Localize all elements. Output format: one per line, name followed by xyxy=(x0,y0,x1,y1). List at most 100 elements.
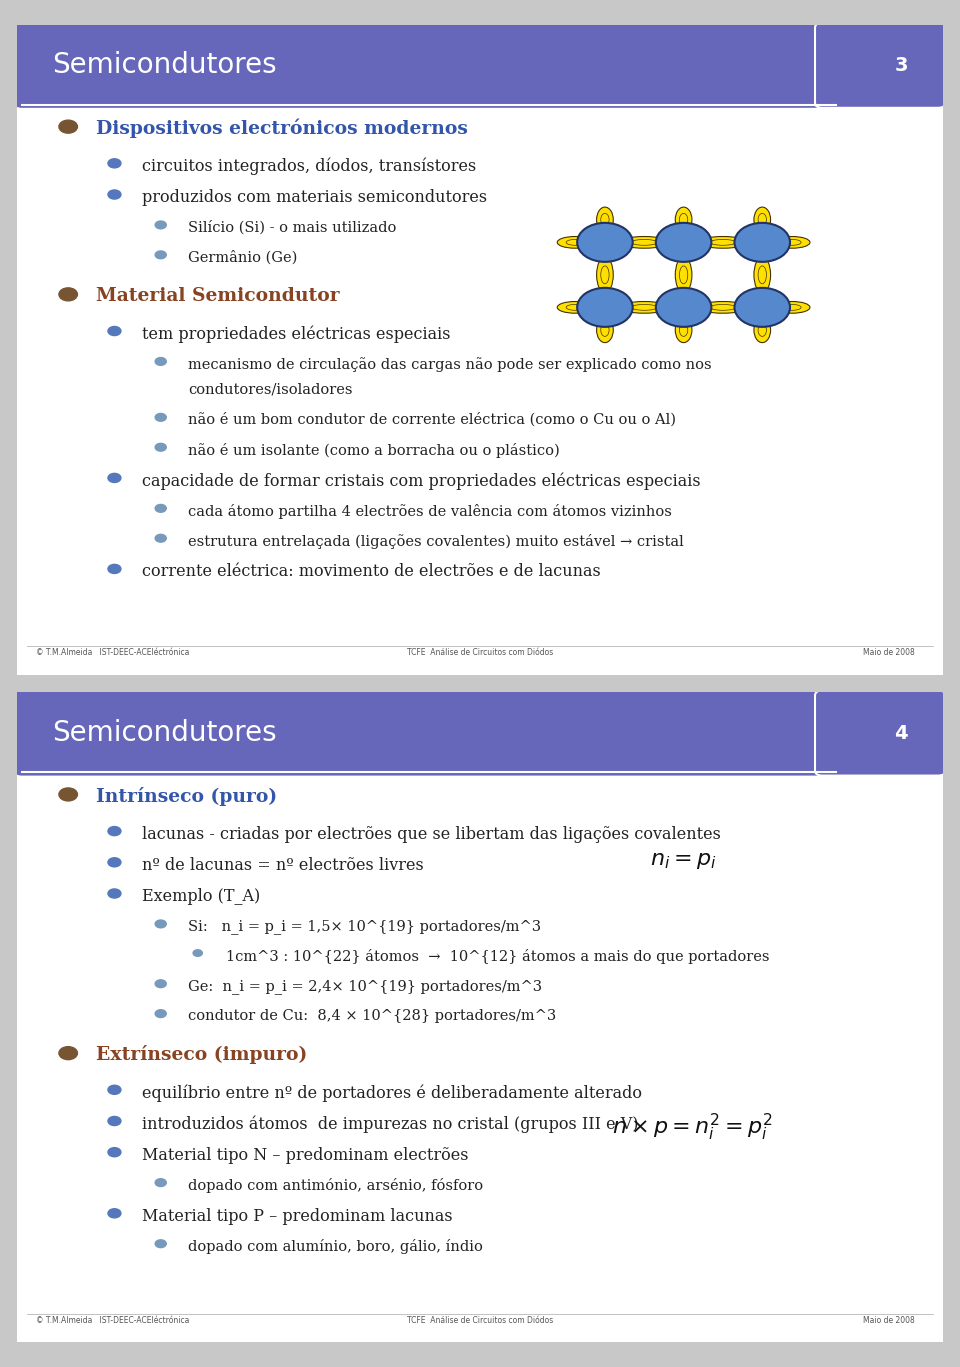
Ellipse shape xyxy=(758,267,766,284)
Text: Material Semicondutor: Material Semicondutor xyxy=(96,287,340,305)
Ellipse shape xyxy=(775,236,810,249)
Ellipse shape xyxy=(596,317,613,343)
Circle shape xyxy=(59,1047,78,1059)
Circle shape xyxy=(577,223,633,262)
Circle shape xyxy=(108,473,121,483)
Ellipse shape xyxy=(754,257,771,293)
Text: mecanismo de circulação das cargas não pode ser explicado como nos: mecanismo de circulação das cargas não p… xyxy=(188,357,712,372)
Text: Extrínseco (impuro): Extrínseco (impuro) xyxy=(96,1046,307,1065)
Ellipse shape xyxy=(566,239,584,245)
Ellipse shape xyxy=(710,305,735,310)
Text: Maio de 2008: Maio de 2008 xyxy=(863,648,915,658)
Text: Si:   n_i = p_i = 1,5× 10^{19} portadores/m^3: Si: n_i = p_i = 1,5× 10^{19} portadores/… xyxy=(188,919,541,934)
FancyBboxPatch shape xyxy=(14,23,839,108)
Text: 1cm^3 : 10^{22} átomos  →  10^{12} átomos a mais do que portadores: 1cm^3 : 10^{22} átomos → 10^{12} átomos … xyxy=(226,949,769,964)
FancyBboxPatch shape xyxy=(14,690,839,775)
Text: Material tipo N – predominam electrões: Material tipo N – predominam electrões xyxy=(142,1147,468,1163)
Circle shape xyxy=(156,980,166,987)
Circle shape xyxy=(156,1178,166,1187)
Circle shape xyxy=(156,534,166,543)
Ellipse shape xyxy=(680,267,687,284)
Ellipse shape xyxy=(754,206,771,232)
Circle shape xyxy=(108,1117,121,1125)
Text: Intrínseco (puro): Intrínseco (puro) xyxy=(96,786,277,805)
Circle shape xyxy=(108,1148,121,1156)
Text: Exemplo (T_A): Exemplo (T_A) xyxy=(142,889,260,905)
Text: produzidos com materiais semicondutores: produzidos com materiais semicondutores xyxy=(142,189,488,206)
Text: Dispositivos electrónicos modernos: Dispositivos electrónicos modernos xyxy=(96,119,468,138)
Ellipse shape xyxy=(754,317,771,343)
Text: © T.M.Almeida   IST-DEEC-ACEléctrónica: © T.M.Almeida IST-DEEC-ACEléctrónica xyxy=(36,648,189,658)
Circle shape xyxy=(656,223,711,262)
Text: não é um bom condutor de corrente eléctrica (como o Cu ou o Al): não é um bom condutor de corrente eléctr… xyxy=(188,413,677,427)
Ellipse shape xyxy=(675,206,692,232)
Text: TCFE  Análise de Circuitos com Diódos: TCFE Análise de Circuitos com Diódos xyxy=(407,1316,553,1325)
Text: dopado com antimónio, arsénio, fósforo: dopado com antimónio, arsénio, fósforo xyxy=(188,1178,484,1193)
Text: © T.M.Almeida   IST-DEEC-ACEléctrónica: © T.M.Almeida IST-DEEC-ACEléctrónica xyxy=(36,1316,189,1325)
Ellipse shape xyxy=(557,236,593,249)
Text: Ge:  n_i = p_i = 2,4× 10^{19} portadores/m^3: Ge: n_i = p_i = 2,4× 10^{19} portadores/… xyxy=(188,979,542,994)
Text: equilíbrio entre nº de portadores é deliberadamente alterado: equilíbrio entre nº de portadores é deli… xyxy=(142,1084,642,1102)
Circle shape xyxy=(108,565,121,574)
Ellipse shape xyxy=(698,302,749,313)
FancyBboxPatch shape xyxy=(12,22,948,678)
FancyBboxPatch shape xyxy=(815,690,946,775)
Text: corrente eléctrica: movimento de electrões e de lacunas: corrente eléctrica: movimento de electrõ… xyxy=(142,563,601,581)
Ellipse shape xyxy=(675,317,692,343)
Ellipse shape xyxy=(632,305,657,310)
Ellipse shape xyxy=(680,213,687,226)
Ellipse shape xyxy=(680,324,687,336)
Text: 4: 4 xyxy=(895,723,908,742)
Text: Germânio (Ge): Germânio (Ge) xyxy=(188,250,298,264)
Circle shape xyxy=(734,288,790,327)
Circle shape xyxy=(656,288,711,327)
Circle shape xyxy=(59,120,78,133)
Circle shape xyxy=(193,950,203,957)
Circle shape xyxy=(156,504,166,513)
Text: condutor de Cu:  8,4 × 10^{28} portadores/m^3: condutor de Cu: 8,4 × 10^{28} portadores… xyxy=(188,1009,557,1023)
Circle shape xyxy=(59,787,78,801)
Text: Semicondutores: Semicondutores xyxy=(53,51,277,79)
Ellipse shape xyxy=(619,236,670,249)
Text: lacunas - criadas por electrões que se libertam das ligações covalentes: lacunas - criadas por electrões que se l… xyxy=(142,826,721,842)
Circle shape xyxy=(156,443,166,451)
Text: nº de lacunas = nº electrões livres: nº de lacunas = nº electrões livres xyxy=(142,857,424,874)
Text: condutores/isoladores: condutores/isoladores xyxy=(188,383,353,396)
Circle shape xyxy=(156,1010,166,1017)
Text: Silício (Si) - o mais utilizado: Silício (Si) - o mais utilizado xyxy=(188,220,396,235)
Ellipse shape xyxy=(675,257,692,293)
Circle shape xyxy=(108,1208,121,1218)
Text: estrutura entrelaçada (ligações covalentes) muito estável → cristal: estrutura entrelaçada (ligações covalent… xyxy=(188,533,684,548)
Text: não é um isolante (como a borracha ou o plástico): não é um isolante (como a borracha ou o … xyxy=(188,443,561,458)
Circle shape xyxy=(156,358,166,365)
Circle shape xyxy=(108,827,121,835)
Text: dopado com alumínio, boro, gálio, índio: dopado com alumínio, boro, gálio, índio xyxy=(188,1239,484,1254)
Ellipse shape xyxy=(557,302,593,313)
Ellipse shape xyxy=(601,267,609,284)
Circle shape xyxy=(156,413,166,421)
Ellipse shape xyxy=(619,302,670,313)
Ellipse shape xyxy=(601,324,609,336)
Ellipse shape xyxy=(758,213,766,226)
Circle shape xyxy=(59,288,78,301)
Ellipse shape xyxy=(783,239,801,245)
Text: circuitos integrados, díodos, transístores: circuitos integrados, díodos, transístor… xyxy=(142,157,476,175)
Circle shape xyxy=(156,1240,166,1248)
Circle shape xyxy=(108,327,121,335)
Circle shape xyxy=(734,223,790,262)
Ellipse shape xyxy=(596,206,613,232)
Ellipse shape xyxy=(710,239,735,245)
Bar xyxy=(588,696,647,771)
FancyBboxPatch shape xyxy=(815,23,946,108)
Text: TCFE  Análise de Circuitos com Diódos: TCFE Análise de Circuitos com Diódos xyxy=(407,648,553,658)
Circle shape xyxy=(108,190,121,200)
Text: 3: 3 xyxy=(895,56,908,75)
Bar xyxy=(588,27,647,103)
Text: tem propriedades eléctricas especiais: tem propriedades eléctricas especiais xyxy=(142,325,450,343)
Circle shape xyxy=(577,288,633,327)
Text: Material tipo P – predominam lacunas: Material tipo P – predominam lacunas xyxy=(142,1208,453,1225)
Ellipse shape xyxy=(698,236,749,249)
Circle shape xyxy=(156,920,166,928)
FancyBboxPatch shape xyxy=(12,689,948,1345)
Circle shape xyxy=(108,857,121,867)
